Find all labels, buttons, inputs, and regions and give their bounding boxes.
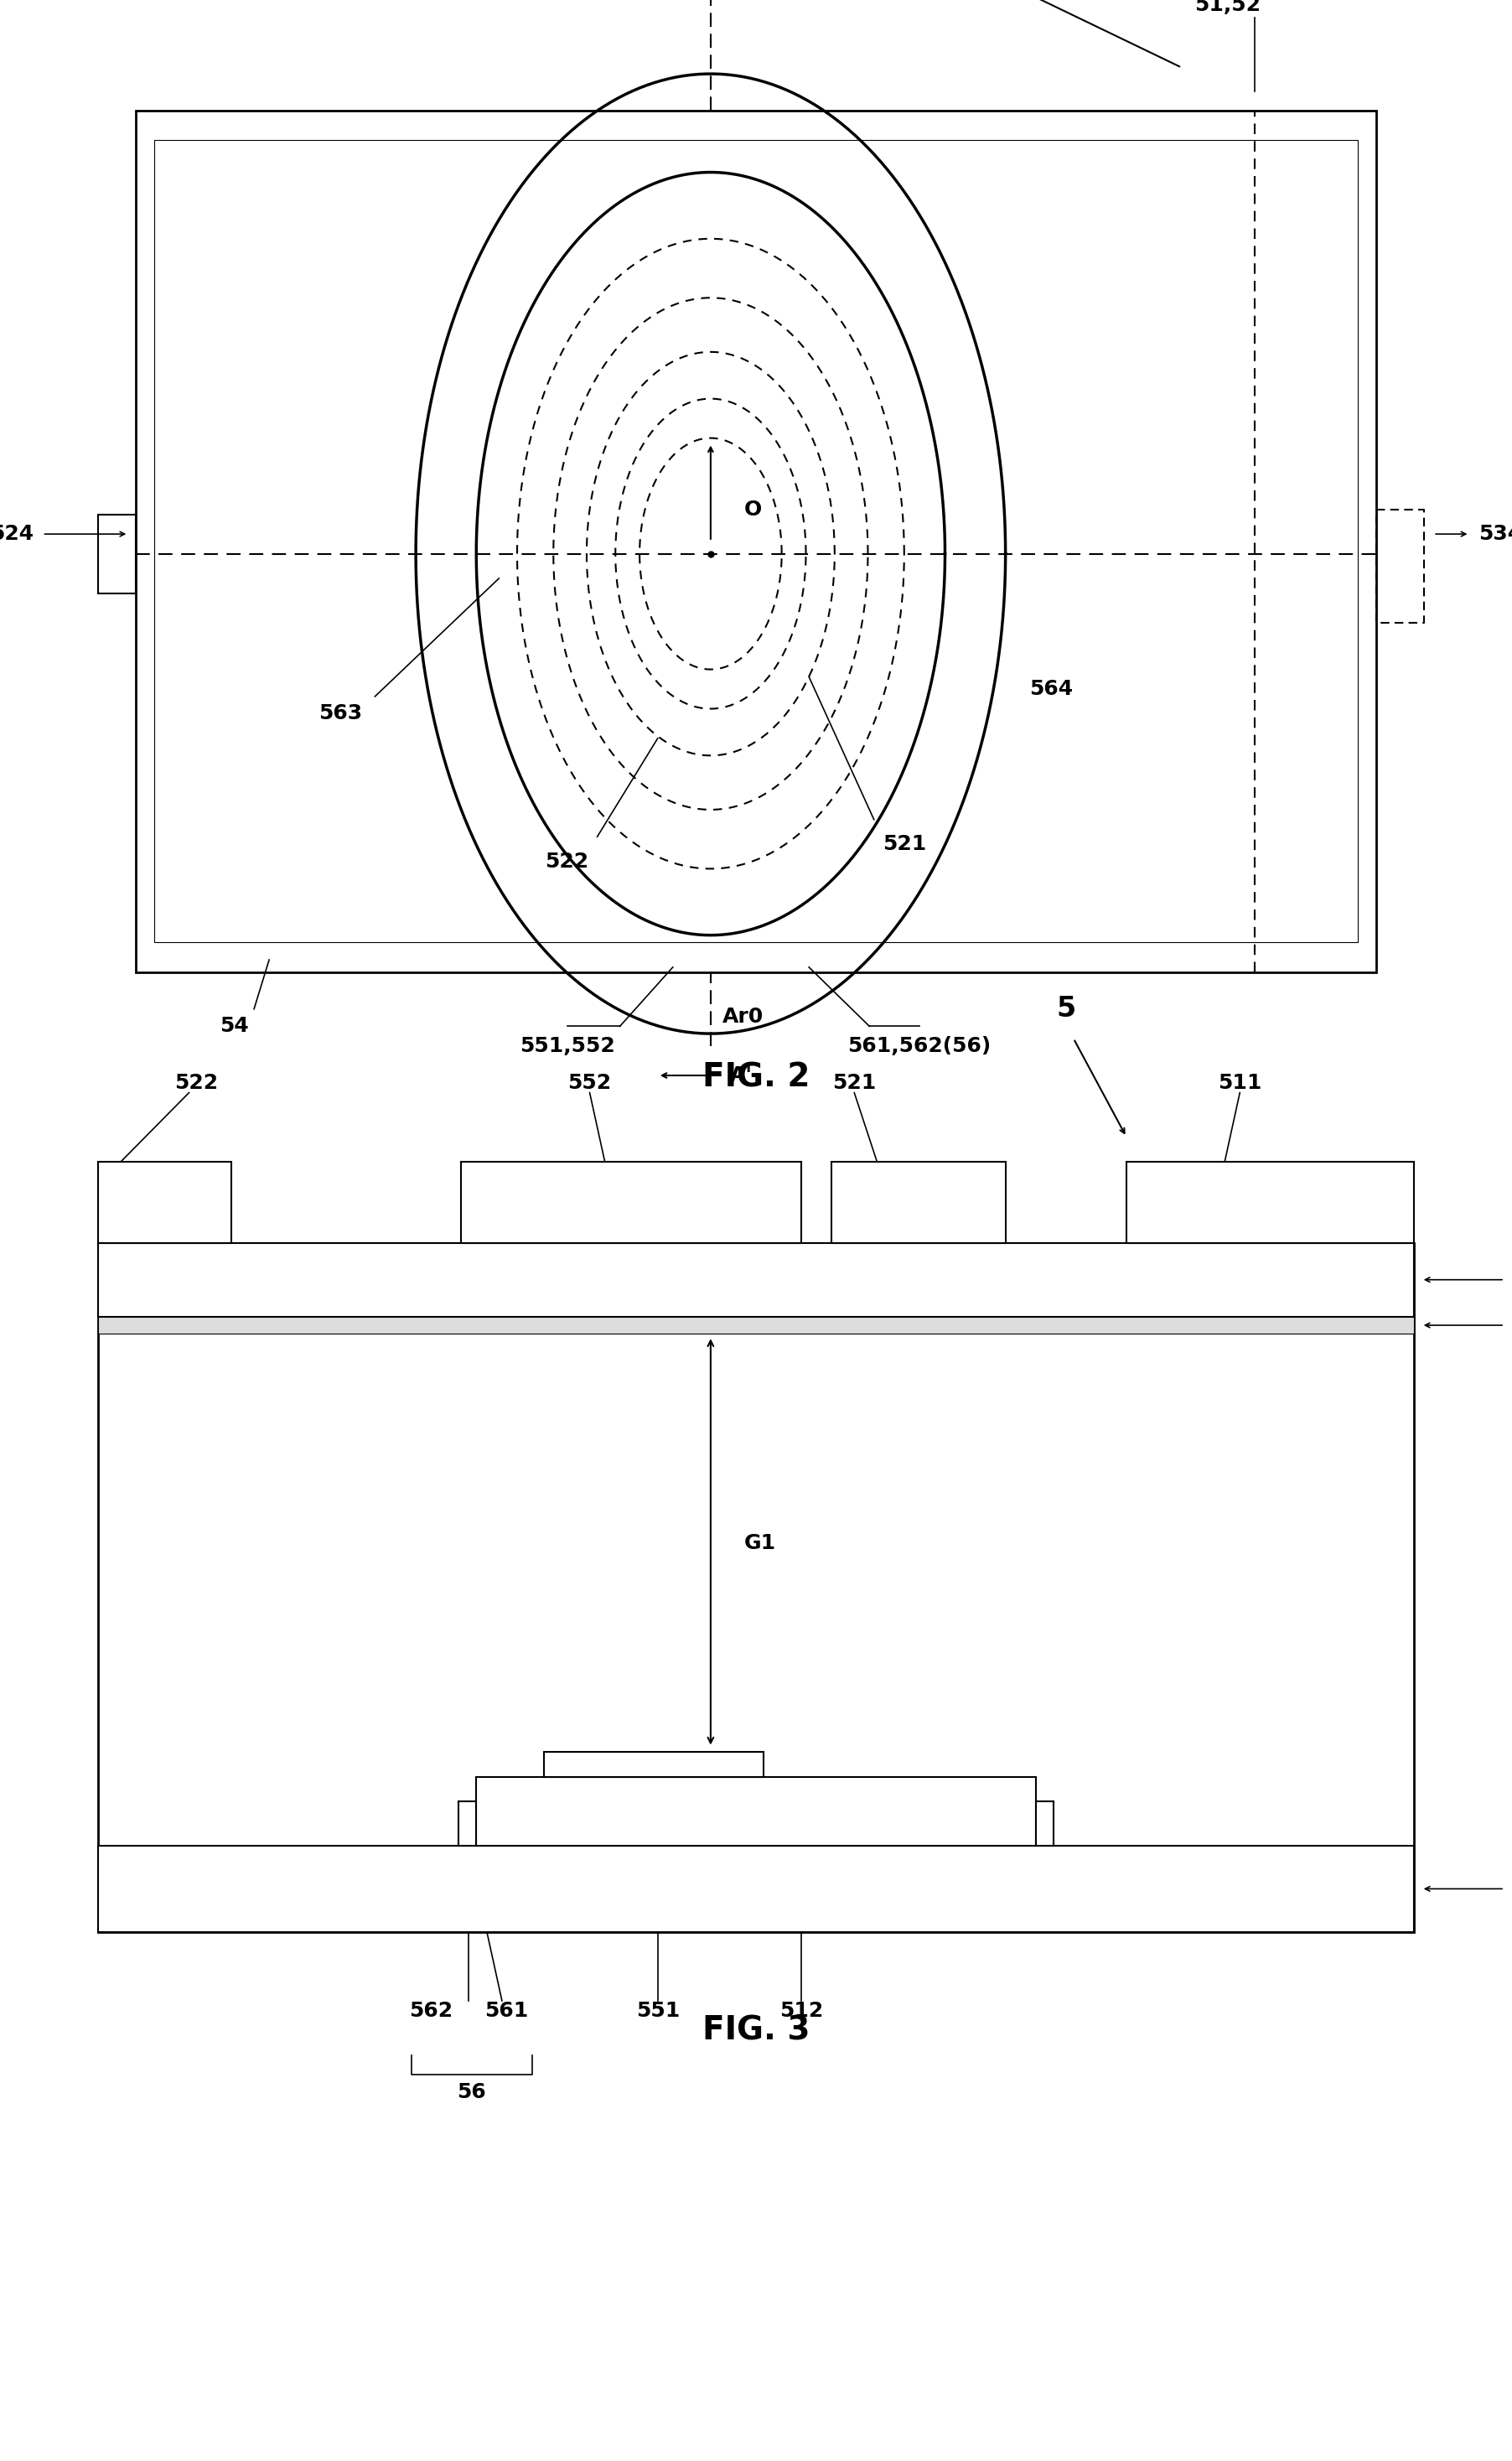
Text: 521: 521: [883, 834, 925, 854]
Bar: [544, 1752, 764, 1777]
Bar: [98, 1317, 1414, 1334]
Text: 551: 551: [637, 2001, 679, 2020]
Text: FIG. 3: FIG. 3: [702, 2016, 810, 2045]
Text: 512: 512: [780, 2001, 823, 2020]
Bar: [476, 1777, 1036, 1846]
Text: 561: 561: [485, 2001, 528, 2020]
Text: 564: 564: [1030, 679, 1072, 699]
Bar: [154, 140, 1358, 943]
Text: FIG. 2: FIG. 2: [702, 1063, 810, 1093]
Text: O: O: [744, 500, 762, 519]
Text: 563: 563: [319, 704, 361, 724]
Text: 521: 521: [833, 1073, 875, 1093]
Text: A': A': [730, 1066, 753, 1085]
Text: 552: 552: [569, 1073, 611, 1093]
Text: 54: 54: [219, 1016, 249, 1036]
Bar: [832, 1162, 1005, 1243]
Text: Ar0: Ar0: [723, 1007, 764, 1026]
Bar: [98, 1243, 1414, 1317]
Text: G1: G1: [744, 1533, 776, 1553]
Text: 511: 511: [1217, 1073, 1263, 1093]
Bar: [98, 514, 136, 593]
Text: 51,52: 51,52: [1194, 0, 1261, 15]
Text: 524: 524: [0, 524, 33, 544]
Bar: [98, 1846, 1414, 1932]
Text: 562: 562: [410, 2001, 452, 2020]
Bar: [1036, 1801, 1054, 1846]
Text: 534: 534: [1479, 524, 1512, 544]
Text: 551,552: 551,552: [519, 1036, 615, 1056]
Text: 561,562(56): 561,562(56): [848, 1036, 990, 1056]
Bar: [136, 111, 1376, 972]
Text: 522: 522: [175, 1073, 218, 1093]
Bar: [461, 1162, 801, 1243]
Bar: [1126, 1162, 1414, 1243]
Text: 56: 56: [457, 2082, 487, 2102]
Bar: [98, 1162, 231, 1243]
Bar: [98, 1243, 1414, 1932]
Text: 5: 5: [1057, 994, 1075, 1024]
Text: 522: 522: [546, 852, 588, 871]
Bar: [458, 1801, 476, 1846]
